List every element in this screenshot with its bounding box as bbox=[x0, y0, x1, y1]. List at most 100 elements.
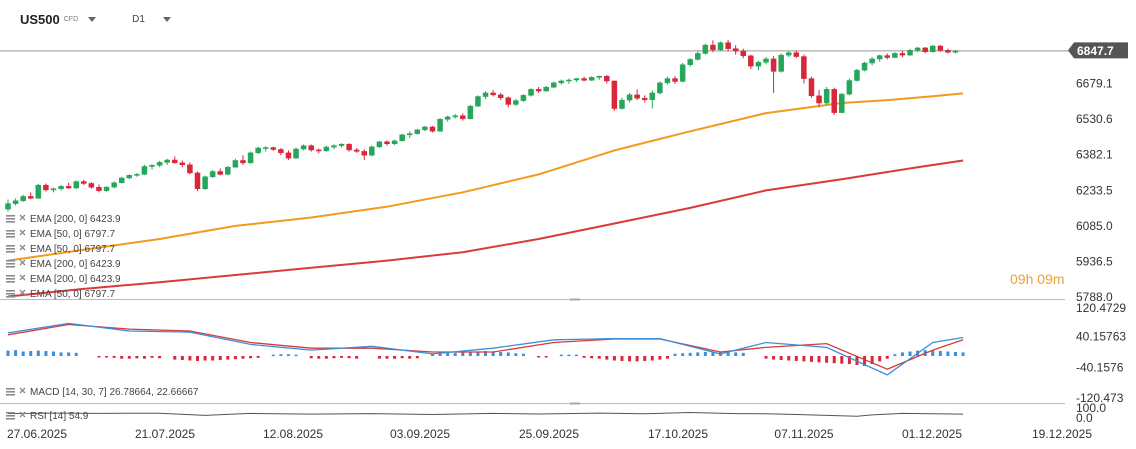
instrument-type-label: CFD bbox=[63, 15, 79, 23]
candle-body bbox=[156, 162, 163, 166]
close-icon bbox=[19, 411, 26, 418]
date-tick-label: 25.09.2025 bbox=[519, 427, 579, 441]
macd-histogram-bar bbox=[173, 355, 177, 360]
macd-histogram-bar bbox=[180, 355, 184, 361]
rsi-panel: 100.00.0 bbox=[7, 401, 1106, 425]
candle-body bbox=[679, 64, 686, 82]
candle-body bbox=[551, 82, 557, 88]
candle-body bbox=[475, 96, 481, 107]
ema-legend-row[interactable]: EMA [50, 0] 6797.7 bbox=[6, 244, 115, 255]
macd-histogram-bar bbox=[355, 355, 359, 359]
settings-icon bbox=[6, 388, 15, 390]
macd-histogram-bar bbox=[105, 355, 109, 358]
macd-histogram-bar bbox=[514, 353, 518, 356]
candle-body bbox=[861, 62, 868, 71]
macd-histogram-bar bbox=[870, 355, 874, 365]
candle-body bbox=[331, 145, 337, 148]
ema-legend-row[interactable]: EMA [200, 0] 6423.9 bbox=[6, 214, 121, 225]
date-tick-label: 19.12.2025 bbox=[1032, 427, 1092, 441]
drag-handle-icon[interactable] bbox=[570, 298, 580, 301]
rsi-tick-label: 100.0 bbox=[1076, 401, 1106, 415]
macd-histogram-bar bbox=[772, 355, 776, 360]
macd-histogram-bar bbox=[74, 352, 78, 356]
settings-icon bbox=[6, 230, 15, 232]
candle-body bbox=[444, 116, 451, 120]
macd-histogram-bar bbox=[233, 355, 237, 360]
time-axis: 27.06.2025 21.07.2025 12.08.2025 03.09.2025… bbox=[7, 427, 1092, 441]
price-tick-label: 5788.0 bbox=[1076, 290, 1113, 304]
candle-body bbox=[81, 181, 87, 184]
candle-body bbox=[528, 89, 534, 96]
macd-histogram-bar bbox=[461, 352, 465, 356]
candle-body bbox=[588, 77, 595, 81]
ema-legend-row[interactable]: EMA [200, 0] 6423.9 bbox=[6, 259, 121, 270]
price-tick-label: 6233.5 bbox=[1076, 183, 1113, 197]
macd-panel: 120.4729 40.15763 -40.1576 -120.473 bbox=[6, 301, 1126, 405]
timer-minutes-unit: m bbox=[1052, 271, 1065, 287]
macd-histogram-bar bbox=[196, 355, 199, 361]
rsi-legend-row[interactable]: RSI [14] 54.9 bbox=[6, 411, 89, 422]
macd-histogram-bar bbox=[408, 355, 412, 359]
ema-legend-row[interactable]: EMA [50, 0] 6797.7 bbox=[6, 289, 115, 300]
drag-handle-icon[interactable] bbox=[570, 402, 580, 405]
settings-icon bbox=[6, 236, 15, 238]
candle-body bbox=[892, 53, 898, 58]
candle-body bbox=[293, 148, 299, 159]
settings-icon bbox=[6, 251, 15, 253]
settings-icon bbox=[6, 221, 15, 223]
macd-histogram-bar bbox=[36, 350, 40, 356]
price-tick-label: 6679.1 bbox=[1076, 77, 1113, 91]
candle-body bbox=[626, 94, 633, 101]
macd-histogram-bar bbox=[51, 351, 55, 356]
candle-body bbox=[232, 160, 239, 168]
panel-splitters[interactable] bbox=[570, 298, 580, 405]
date-tick-label: 01.12.2025 bbox=[902, 427, 962, 441]
candle-body bbox=[217, 171, 223, 175]
timer-hours-unit: h bbox=[1025, 271, 1034, 287]
candle-body bbox=[376, 141, 383, 148]
settings-icon bbox=[6, 245, 15, 247]
candle-body bbox=[50, 188, 57, 191]
chevron-down-icon[interactable] bbox=[162, 16, 171, 22]
macd-histogram-bar bbox=[650, 355, 654, 361]
macd-histogram-bar bbox=[597, 355, 601, 359]
macd-histogram-bar bbox=[400, 355, 404, 359]
macd-histogram-bar bbox=[658, 355, 662, 360]
symbol-label[interactable]: US500 bbox=[20, 11, 60, 27]
chevron-down-icon[interactable] bbox=[88, 16, 97, 22]
indicator-legend-label: EMA [200, 0] 6423.9 bbox=[30, 274, 121, 285]
candle-body bbox=[641, 97, 648, 100]
macd-histogram-bar bbox=[908, 351, 912, 356]
macd-histogram-bar bbox=[863, 355, 867, 366]
ema-legend-row[interactable]: EMA [200, 0] 6423.9 bbox=[6, 274, 121, 285]
candle-body bbox=[35, 184, 42, 199]
candle-body bbox=[945, 50, 951, 53]
close-icon bbox=[19, 214, 26, 221]
candle-body bbox=[543, 86, 549, 92]
price-tick-label: 6085.0 bbox=[1076, 219, 1113, 233]
candle-body bbox=[778, 54, 784, 72]
timeframe-label[interactable]: D1 bbox=[132, 13, 145, 25]
macd-histogram-bar bbox=[559, 354, 563, 357]
candle-body bbox=[816, 95, 822, 104]
ema-legend-row[interactable]: EMA [50, 0] 6797.7 bbox=[6, 229, 115, 240]
settings-icon bbox=[6, 218, 15, 220]
candle-body bbox=[338, 143, 345, 146]
macd-histogram-bar bbox=[673, 353, 677, 356]
macd-histogram-bar bbox=[605, 355, 609, 360]
macd-histogram-bar bbox=[317, 355, 321, 359]
candle-body bbox=[460, 115, 466, 120]
macd-histogram-bar bbox=[847, 355, 851, 365]
macd-histogram-bar bbox=[67, 352, 71, 356]
macd-histogram-bar bbox=[438, 353, 442, 356]
macd-legend-row[interactable]: MACD [14, 30, 7] 26.78664, 22.66667 bbox=[6, 387, 199, 398]
close-icon bbox=[19, 274, 26, 281]
candlestick-series[interactable] bbox=[5, 39, 959, 212]
macd-histogram-bar bbox=[802, 355, 806, 362]
macd-tick-label: 40.15763 bbox=[1076, 330, 1126, 344]
macd-histogram-bar bbox=[567, 354, 571, 357]
candle-body bbox=[406, 133, 413, 136]
candle-body bbox=[831, 89, 837, 113]
